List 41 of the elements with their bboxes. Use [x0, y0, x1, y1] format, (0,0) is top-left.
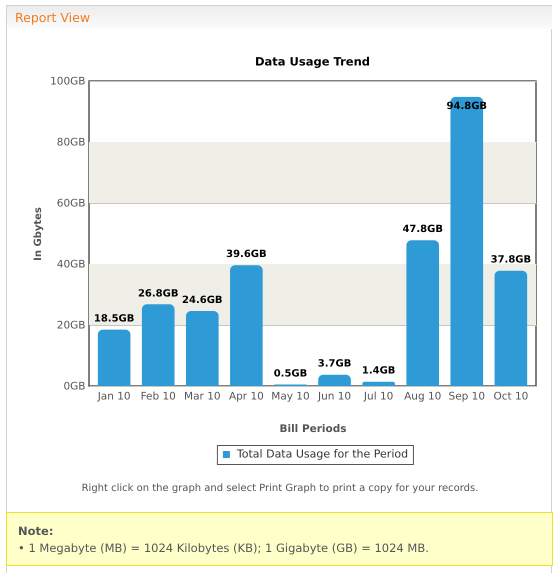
bar	[494, 270, 528, 386]
x-axis-title: Bill Periods	[279, 423, 347, 435]
bar	[98, 330, 130, 386]
y-axis-title: In Gbytes	[33, 207, 44, 261]
x-tick-label: Aug 10	[404, 390, 442, 402]
bar	[406, 240, 440, 386]
text: Note:	[18, 524, 54, 538]
x-tick-label: Feb 10	[140, 390, 176, 402]
data-label: 1.4GB	[362, 366, 396, 377]
x-tick-label: Mar 10	[184, 390, 221, 402]
y-tick-label: 80GB	[56, 136, 86, 148]
bar	[318, 374, 351, 386]
x-tick-label: May 10	[271, 390, 310, 402]
legend-label: Total Data Usage for the Period	[236, 448, 408, 460]
data-label: 24.6GB	[182, 294, 223, 306]
data-label: 39.6GB	[226, 249, 267, 260]
bar	[362, 382, 395, 386]
y-tick-label: 100GB	[50, 76, 86, 88]
y-tick-label: 40GB	[56, 258, 86, 270]
y-tick-label: 0GB	[63, 380, 86, 392]
bar	[142, 304, 175, 386]
data-label: 47.8GB	[402, 224, 443, 236]
x-tick-label: Oct 10	[493, 390, 528, 402]
data-label: 18.5GB	[94, 314, 134, 325]
bar	[186, 310, 219, 386]
text: Report View	[15, 10, 90, 25]
x-tick-label: Jan 10	[96, 390, 131, 402]
x-tick-label: Sep 10	[448, 390, 486, 402]
data-label: 0.5GB	[274, 368, 308, 380]
x-tick-label: Jul 10	[362, 390, 394, 402]
bar	[230, 265, 263, 386]
text: • 1 Megabyte (MB) = 1024 Kilobytes (KB); 1 Gigabyte (GB) = 1024 MB.	[18, 541, 429, 555]
data-label: 37.8GB	[490, 254, 532, 266]
data-label: 26.8GB	[138, 288, 178, 300]
y-tick-label: 60GB	[56, 198, 86, 210]
chart-title: Data Usage Trend	[254, 54, 370, 68]
text: Right click on the graph and select Print Graph to print a copy for your records.	[82, 483, 478, 494]
data-label: 3.7GB	[318, 358, 352, 370]
x-tick-label: Jun 10	[316, 390, 352, 402]
y-tick-label: 20GB	[56, 320, 86, 332]
x-tick-label: Apr 10	[228, 390, 264, 402]
